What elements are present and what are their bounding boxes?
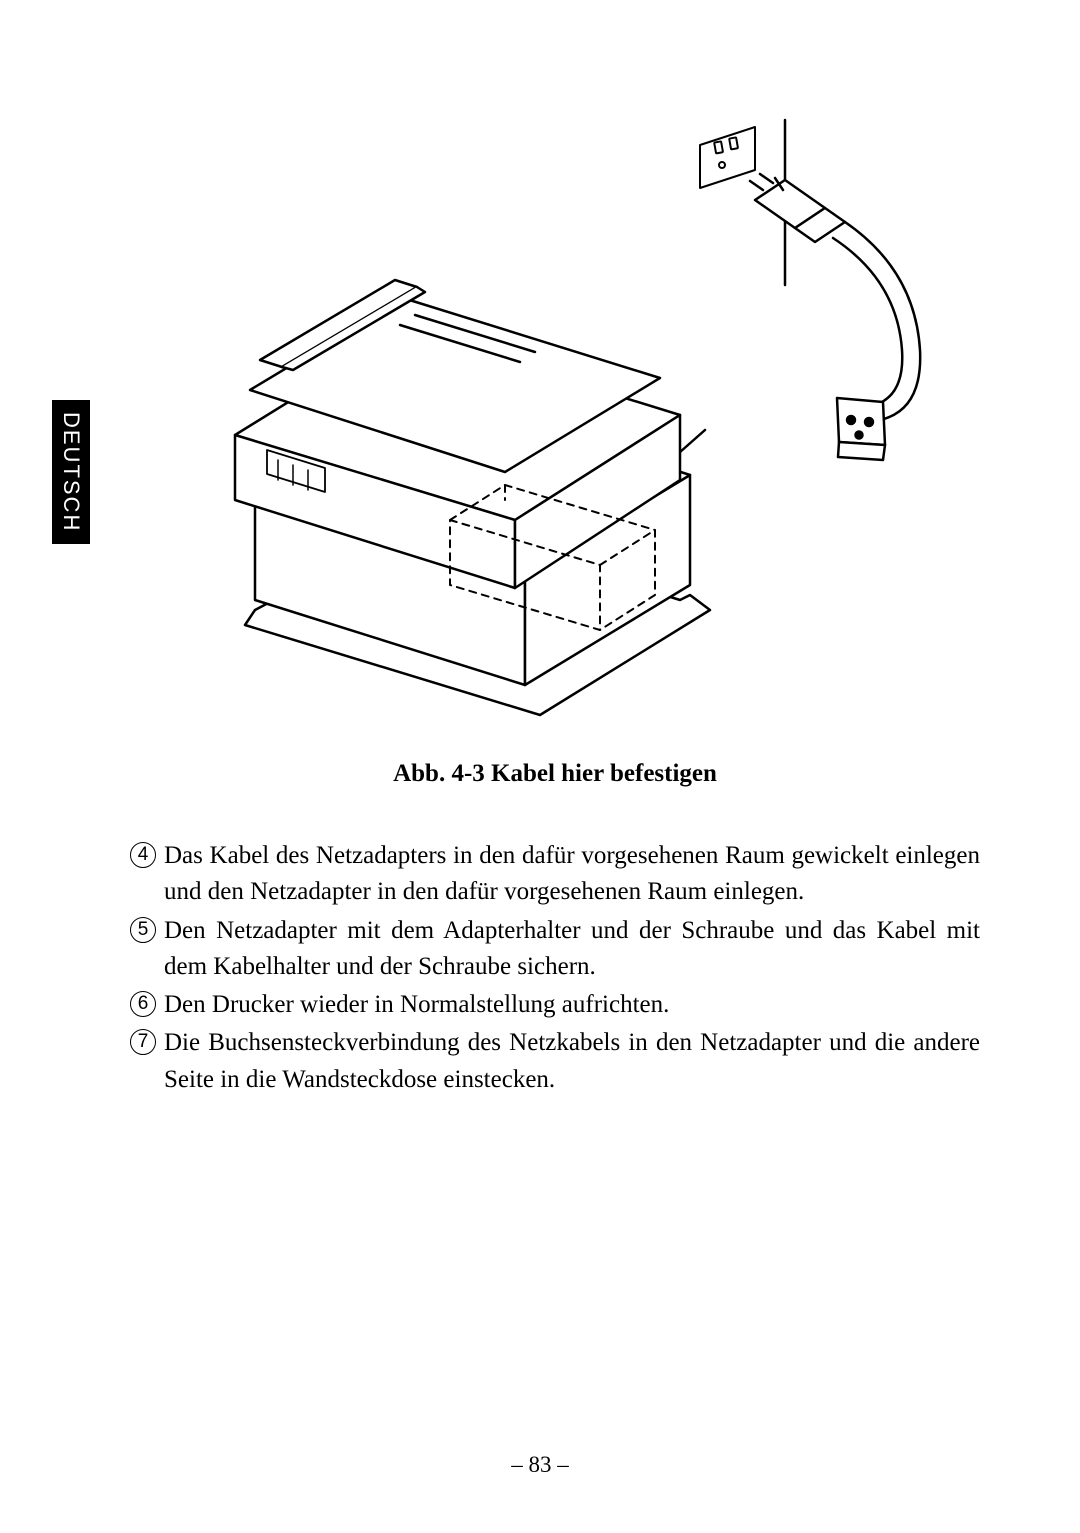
figure-caption: Abb. 4-3 Kabel hier befestigen xyxy=(130,760,980,788)
language-tab: DEUTSCH xyxy=(52,400,90,544)
step-text: Den Drucker wieder in Normalstellung auf… xyxy=(164,987,980,1023)
printer-diagram-svg xyxy=(145,100,965,720)
step-text: Die Buchsensteckverbindung des Netzkabel… xyxy=(164,1025,980,1098)
step-number: 7 xyxy=(130,1029,156,1055)
page-number: – 83 – xyxy=(0,1452,1080,1478)
step-number: 6 xyxy=(130,991,156,1017)
instruction-item: 7 Die Buchsensteckverbindung des Netzkab… xyxy=(130,1025,980,1098)
instruction-item: 4 Das Kabel des Netzadapters in den dafü… xyxy=(130,838,980,911)
step-text: Den Netzadapter mit dem Adapterhalter un… xyxy=(164,913,980,986)
step-number: 4 xyxy=(130,842,156,868)
instruction-item: 5 Den Netzadapter mit dem Adapterhalter … xyxy=(130,913,980,986)
step-text: Das Kabel des Netzadapters in den dafür … xyxy=(164,838,980,911)
figure-printer-cable xyxy=(145,100,965,720)
step-number: 5 xyxy=(130,917,156,943)
instruction-list: 4 Das Kabel des Netzadapters in den dafü… xyxy=(130,838,980,1098)
manual-page: DEUTSCH xyxy=(0,0,1080,1533)
instruction-item: 6 Den Drucker wieder in Normalstellung a… xyxy=(130,987,980,1023)
